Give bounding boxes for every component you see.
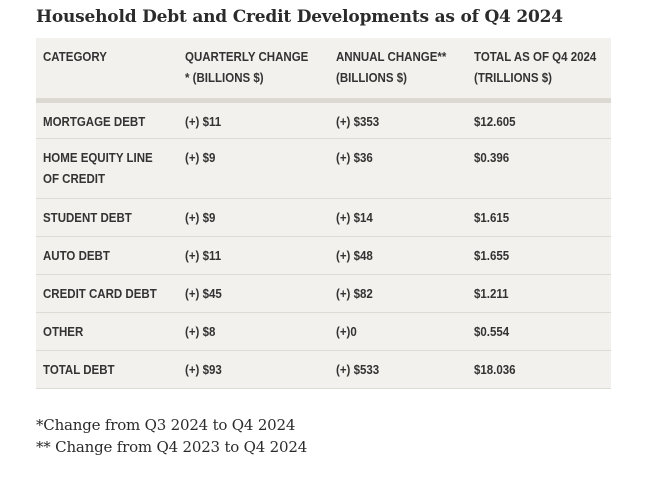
header-total-line-2: (TRILLIONS $) — [474, 71, 552, 85]
cell-total-value: $0.554 — [474, 325, 510, 339]
cell-category-line: OF CREDIT — [43, 172, 105, 186]
cell-annual-value: (+) $36 — [336, 151, 373, 165]
table-header-row: CATEGORY QUARTERLY CHANGE * (BILLIONS $)… — [36, 38, 611, 101]
cell-annual: (+) $82 — [336, 274, 474, 313]
cell-total-value: $18.036 — [474, 363, 516, 377]
cell-total-value: $1.211 — [474, 287, 509, 301]
cell-category-line: AUTO DEBT — [43, 249, 110, 263]
cell-category: STUDENT DEBT — [36, 198, 185, 237]
cell-category: TOTAL DEBT — [36, 350, 185, 389]
header-annual-line-2: (BILLIONS $) — [336, 71, 407, 85]
header-quarterly-line-1: QUARTERLY CHANGE — [185, 50, 309, 64]
table-row: OTHER (+) $8 (+)0 $0.554 — [36, 312, 611, 351]
cell-quarterly-value: (+) $11 — [185, 249, 222, 263]
cell-annual-value: (+) $82 — [336, 287, 373, 301]
cell-total-value: $1.615 — [474, 211, 510, 225]
header-total-line-1: TOTAL AS OF Q4 2024 — [474, 50, 597, 64]
cell-quarterly-value: (+) $9 — [185, 211, 216, 225]
cell-quarterly-value: (+) $8 — [185, 325, 216, 339]
cell-category-line: OTHER — [43, 325, 84, 339]
cell-category-line: CREDIT CARD DEBT — [43, 287, 157, 301]
footnote-annual: ** Change from Q4 2023 to Q4 2024 — [36, 438, 308, 456]
cell-total-value: $12.605 — [474, 115, 516, 129]
table-row: TOTAL DEBT (+) $93 (+) $533 $18.036 — [36, 350, 611, 389]
cell-quarterly: (+) $93 — [185, 350, 336, 389]
cell-total: $0.554 — [474, 312, 611, 351]
cell-quarterly-value: (+) $93 — [185, 363, 222, 377]
header-annual-change: ANNUAL CHANGE** (BILLIONS $) — [336, 38, 474, 101]
header-quarterly-line-2: * (BILLIONS $) — [185, 71, 264, 85]
table-row: STUDENT DEBT (+) $9 (+) $14 $1.615 — [36, 198, 611, 237]
cell-annual: (+) $14 — [336, 198, 474, 237]
cell-annual-value: (+) $14 — [336, 211, 373, 225]
cell-quarterly: (+) $9 — [185, 138, 336, 199]
cell-quarterly: (+) $9 — [185, 198, 336, 237]
table-row: CREDIT CARD DEBT (+) $45 (+) $82 $1.211 — [36, 274, 611, 313]
cell-quarterly: (+) $11 — [185, 100, 336, 139]
cell-annual: (+) $36 — [336, 138, 474, 199]
table-row: MORTGAGE DEBT (+) $11 (+) $353 $12.605 — [36, 100, 611, 139]
cell-category: CREDIT CARD DEBT — [36, 274, 185, 313]
cell-total: $1.211 — [474, 274, 611, 313]
table-row: HOME EQUITY LINE OF CREDIT (+) $9 (+) $3… — [36, 138, 611, 199]
cell-quarterly-value: (+) $9 — [185, 151, 216, 165]
cell-annual-value: (+) $533 — [336, 363, 380, 377]
cell-category: OTHER — [36, 312, 185, 351]
header-total: TOTAL AS OF Q4 2024 (TRILLIONS $) — [474, 38, 611, 101]
cell-total-value: $0.396 — [474, 151, 510, 165]
cell-annual-value: (+) $48 — [336, 249, 373, 263]
cell-annual: (+) $533 — [336, 350, 474, 389]
cell-quarterly-value: (+) $11 — [185, 115, 222, 129]
cell-category-line: TOTAL DEBT — [43, 363, 115, 377]
cell-category-line: STUDENT DEBT — [43, 211, 132, 225]
cell-total: $18.036 — [474, 350, 611, 389]
cell-total: $0.396 — [474, 138, 611, 199]
cell-annual-value: (+)0 — [336, 325, 357, 339]
cell-quarterly: (+) $45 — [185, 274, 336, 313]
footnotes: *Change from Q3 2024 to Q4 2024 ** Chang… — [36, 414, 307, 458]
cell-total: $1.615 — [474, 198, 611, 237]
table-row: AUTO DEBT (+) $11 (+) $48 $1.655 — [36, 236, 611, 275]
cell-annual: (+) $353 — [336, 100, 474, 139]
cell-annual-value: (+) $353 — [336, 115, 380, 129]
page-title: Household Debt and Credit Developments a… — [36, 7, 563, 27]
cell-annual: (+)0 — [336, 312, 474, 351]
cell-total-value: $1.655 — [474, 249, 510, 263]
cell-category: AUTO DEBT — [36, 236, 185, 275]
header-category: CATEGORY — [36, 38, 185, 101]
cell-quarterly: (+) $8 — [185, 312, 336, 351]
cell-category: MORTGAGE DEBT — [36, 100, 185, 139]
footnote-quarterly: *Change from Q3 2024 to Q4 2024 — [36, 416, 296, 434]
cell-quarterly-value: (+) $45 — [185, 287, 222, 301]
cell-category: HOME EQUITY LINE OF CREDIT — [36, 138, 185, 199]
cell-quarterly: (+) $11 — [185, 236, 336, 275]
debt-table: CATEGORY QUARTERLY CHANGE * (BILLIONS $)… — [36, 38, 611, 389]
cell-category-line: HOME EQUITY LINE — [43, 151, 153, 165]
header-quarterly-change: QUARTERLY CHANGE * (BILLIONS $) — [185, 38, 336, 101]
header-annual-line-1: ANNUAL CHANGE** — [336, 50, 447, 64]
cell-total: $1.655 — [474, 236, 611, 275]
header-category-line: CATEGORY — [43, 50, 107, 64]
cell-category-line: MORTGAGE DEBT — [43, 115, 146, 129]
cell-annual: (+) $48 — [336, 236, 474, 275]
cell-total: $12.605 — [474, 100, 611, 139]
